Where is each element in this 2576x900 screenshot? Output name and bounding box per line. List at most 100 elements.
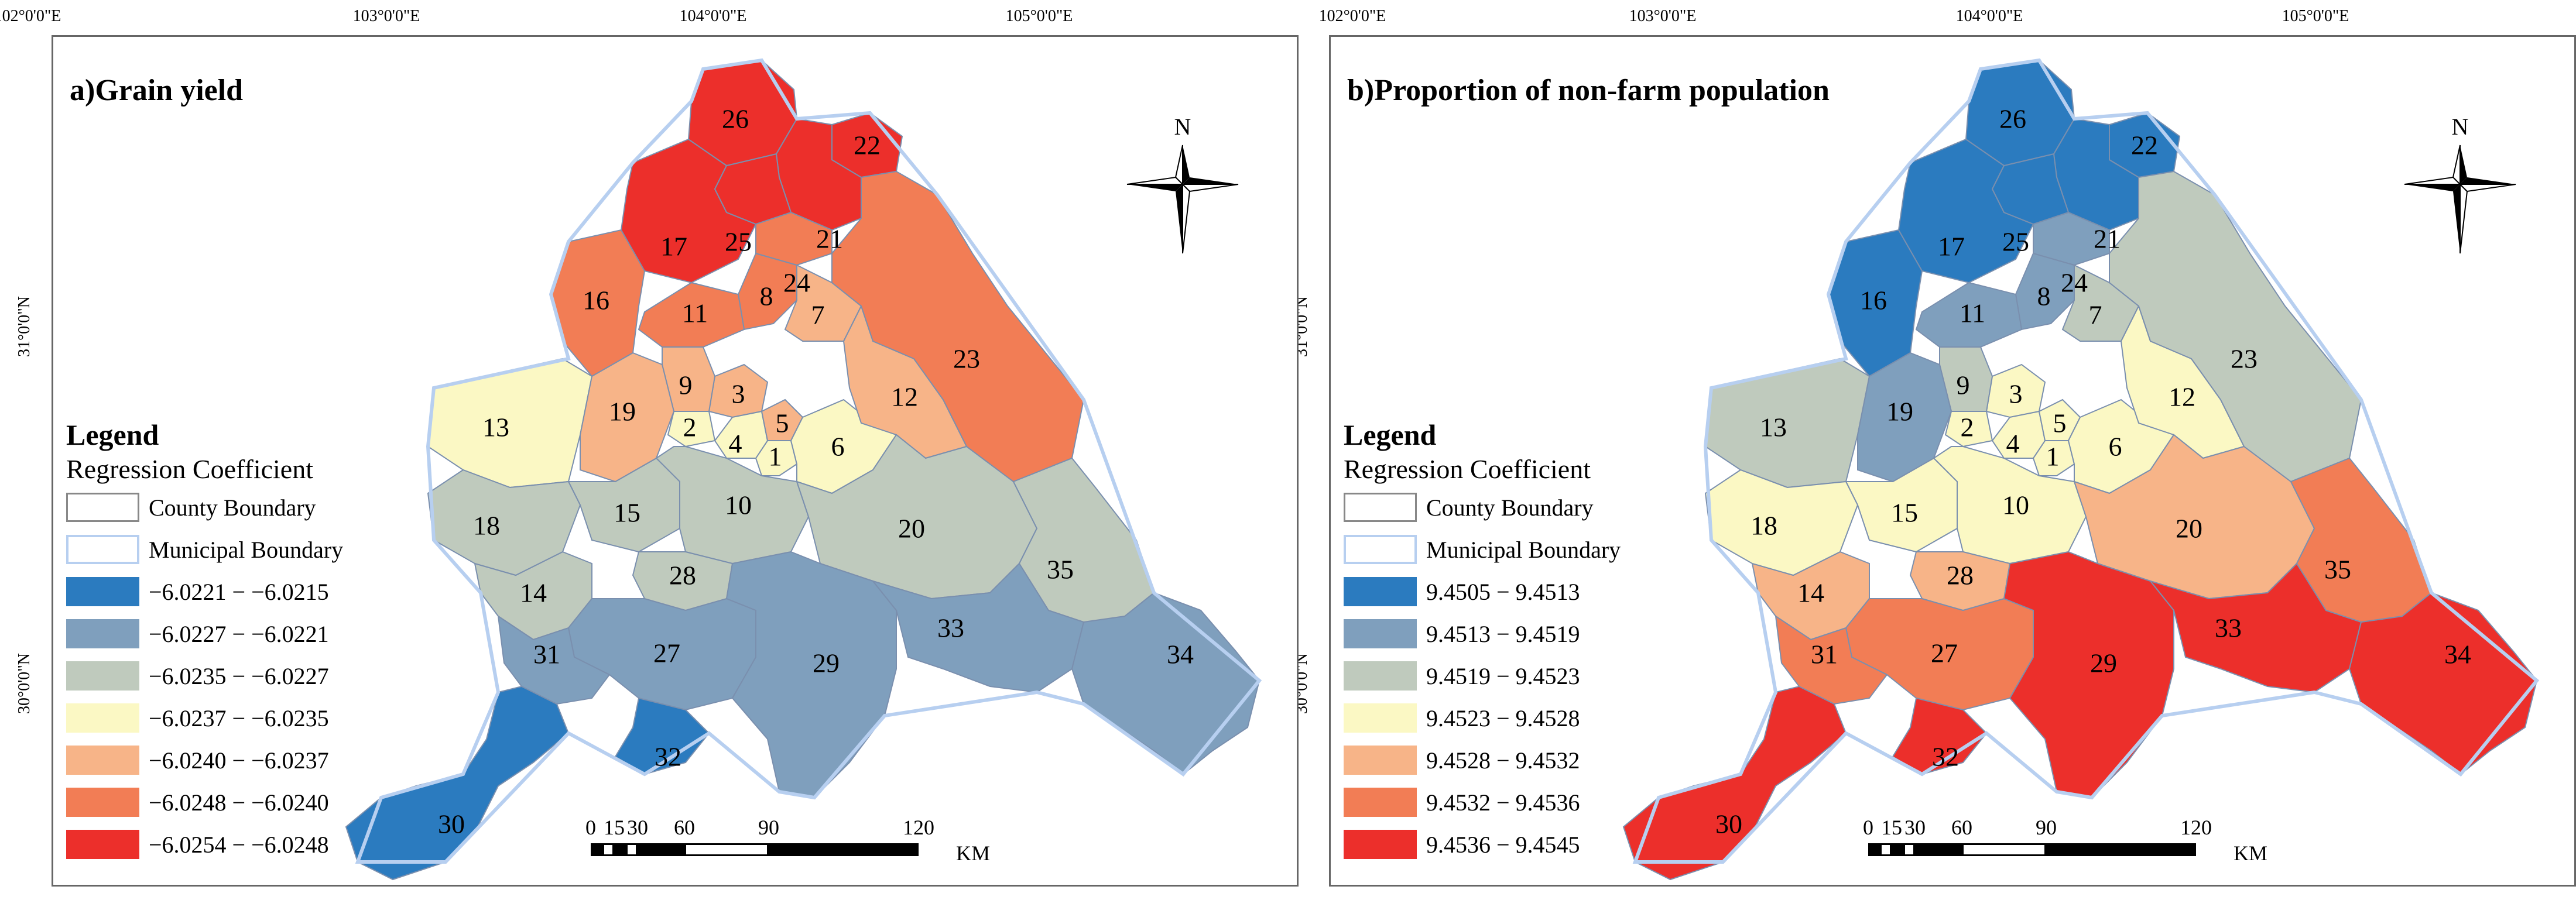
scale-tick-label: 60 (1951, 816, 1972, 839)
region-label-31: 31 (1811, 640, 1838, 669)
legend-class-label: 9.4519 − 9.4523 (1426, 662, 1580, 689)
legend-class-label: −6.0221 − −6.0215 (149, 578, 329, 605)
region-label-25: 25 (725, 227, 752, 257)
north-arrow: N (2399, 113, 2522, 265)
county-region-19 (1857, 352, 1952, 483)
legend-swatch (1344, 619, 1417, 648)
scale-segment (1880, 843, 1892, 856)
region-label-4: 4 (729, 429, 742, 459)
legend: Legend Regression Coefficient County Bou… (66, 417, 343, 865)
legend-swatch (66, 661, 139, 691)
legend-county-boundary-label: County Boundary (149, 494, 316, 521)
legend-class-label: 9.4528 − 9.4532 (1426, 747, 1580, 774)
region-label-35: 35 (2324, 555, 2351, 585)
region-label-22: 22 (854, 130, 881, 160)
county-region-31 (1775, 614, 1888, 705)
legend: Legend Regression Coefficient County Bou… (1344, 417, 1621, 865)
region-label-10: 10 (2002, 490, 2029, 520)
legend-swatch (1344, 661, 1417, 691)
region-label-3: 3 (2009, 379, 2023, 409)
region-label-21: 21 (2094, 224, 2121, 254)
legend-swatch (1344, 703, 1417, 733)
legend-class-2: −6.0227 − −6.0221 (66, 613, 343, 655)
region-label-13: 13 (1760, 413, 1787, 442)
scale-segment (769, 843, 919, 856)
region-label-17: 17 (660, 232, 687, 262)
legend-class-1: −6.0221 − −6.0215 (66, 571, 343, 613)
county-region-31 (497, 614, 611, 705)
legend-municipal-boundary-label: Municipal Boundary (1426, 536, 1621, 563)
county-region-29 (725, 551, 897, 799)
legend-swatch (1344, 788, 1417, 817)
region-label-29: 29 (2090, 648, 2117, 678)
scale-segment (1868, 843, 1880, 856)
legend-class-label: −6.0235 − −6.0227 (149, 662, 329, 689)
legend-swatch (1344, 577, 1417, 606)
longitude-label: 103°0'0"E (352, 7, 420, 25)
region-label-33: 33 (937, 613, 964, 643)
longitude-label: 102°0'0"E (1318, 7, 1386, 25)
longitude-label: 102°0'0"E (0, 7, 61, 25)
region-label-23: 23 (2231, 344, 2258, 374)
scale-unit-label: KM (2234, 841, 2268, 865)
scale-segment (1962, 843, 2046, 856)
region-label-8: 8 (760, 281, 773, 311)
legend-county-boundary-label: County Boundary (1426, 494, 1594, 521)
scale-segment (684, 843, 769, 856)
scale-segment (1915, 843, 1962, 856)
region-label-12: 12 (2169, 382, 2195, 412)
scale-tick-label: 15 (604, 816, 625, 839)
scale-segment (2046, 843, 2196, 856)
choropleth-map: 1234567891011121314151617181920212223242… (345, 58, 1262, 881)
region-label-18: 18 (473, 511, 500, 541)
scale-segment (626, 843, 638, 856)
region-label-9: 9 (1957, 370, 1970, 400)
municipal-boundary-swatch (66, 535, 139, 564)
region-label-24: 24 (2061, 268, 2088, 298)
county-boundary-swatch (1344, 493, 1417, 522)
region-label-30: 30 (1715, 809, 1742, 839)
panel-title: b)Proportion of non-farm population (1347, 74, 1830, 107)
region-label-32: 32 (1932, 742, 1959, 772)
legend-municipal-boundary-label: Municipal Boundary (149, 536, 344, 563)
region-label-5: 5 (776, 408, 789, 438)
legend-class-2: 9.4513 − 9.4519 (1344, 613, 1621, 655)
legend-class-label: 9.4532 − 9.4536 (1426, 789, 1580, 816)
region-label-26: 26 (1999, 104, 2026, 134)
region-label-35: 35 (1047, 555, 1074, 585)
region-label-27: 27 (653, 638, 680, 668)
county-region-30 (345, 685, 570, 881)
region-label-30: 30 (438, 809, 465, 839)
region-label-33: 33 (2215, 613, 2242, 643)
longitude-label: 104°0'0"E (1955, 7, 2023, 25)
scale-tick-label: 0 (585, 816, 596, 839)
region-label-28: 28 (1947, 561, 1974, 590)
region-label-16: 16 (1860, 286, 1887, 315)
county-region-18 (427, 469, 581, 576)
legend-swatch (66, 788, 139, 817)
region-label-8: 8 (2037, 281, 2051, 311)
region-label-4: 4 (2006, 429, 2020, 459)
compass-rose-icon (1126, 145, 1239, 254)
legend-municipal-boundary: Municipal Boundary (1344, 528, 1621, 571)
legend-county-boundary: County Boundary (1344, 486, 1621, 528)
region-label-11: 11 (1960, 298, 1985, 328)
legend-class-label: 9.4536 − 9.4545 (1426, 831, 1580, 858)
county-region-19 (580, 352, 675, 483)
legend-title: Legend (66, 418, 159, 451)
region-label-7: 7 (811, 300, 825, 330)
county-region-28 (1909, 551, 2011, 612)
scale-segment (1903, 843, 1915, 856)
legend-swatch (66, 830, 139, 859)
municipal-boundary (355, 58, 1262, 864)
scale-segment (1892, 843, 1903, 856)
region-label-15: 15 (614, 498, 640, 528)
region-label-6: 6 (2109, 432, 2122, 462)
region-label-6: 6 (831, 432, 845, 462)
county-region-30 (1622, 685, 1847, 881)
county-region-35 (2290, 457, 2433, 623)
region-label-14: 14 (520, 578, 547, 608)
region-label-32: 32 (655, 742, 681, 772)
county-region-11 (638, 281, 745, 348)
municipal-boundary-swatch (1344, 535, 1417, 564)
